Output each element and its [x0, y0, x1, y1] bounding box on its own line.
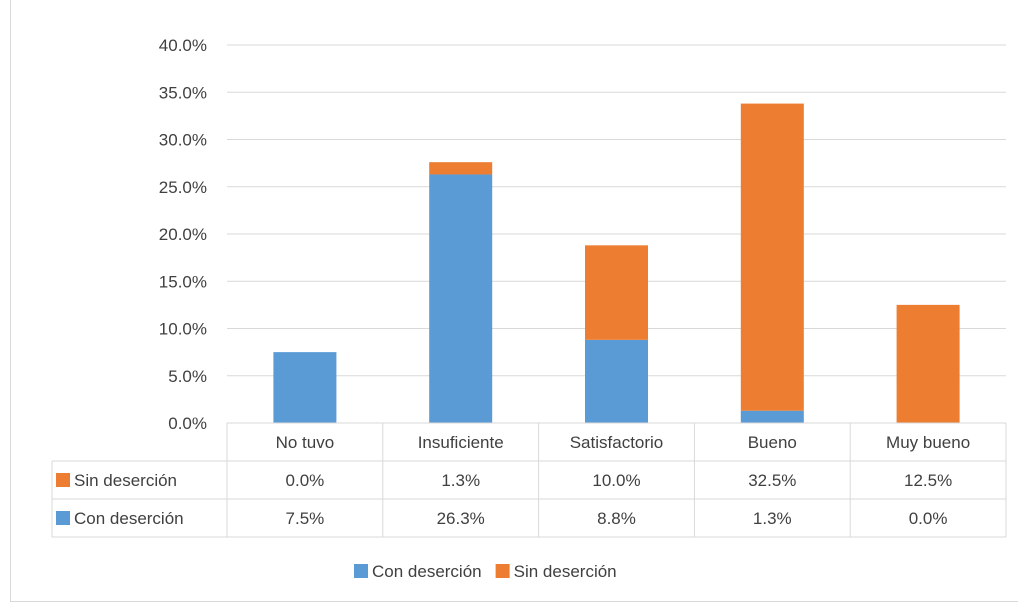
y-axis: 0.0% 5.0% 10.0% 15.0% 20.0% 25.0% 30.0% 35.0% 40…	[159, 36, 207, 433]
table-value: 26.3%	[437, 509, 485, 528]
table-series-label: Sin deserción	[74, 471, 177, 490]
bar-sin-desercion	[585, 245, 648, 340]
category-label: Insuficiente	[418, 433, 504, 452]
bar-sin-desercion	[429, 162, 493, 175]
table-value: 7.5%	[286, 509, 325, 528]
bar-con-desercion	[585, 339, 648, 423]
category-label: No tuvo	[276, 433, 335, 452]
table-value: 32.5%	[748, 471, 796, 490]
table-value: 0.0%	[909, 509, 948, 528]
y-tick-label: 30.0%	[159, 131, 207, 150]
legend-label: Con deserción	[372, 562, 482, 581]
table-legend-key	[56, 511, 70, 525]
table-legend-key	[56, 473, 70, 487]
legend-key	[495, 564, 510, 578]
table-value: 1.3%	[753, 509, 792, 528]
y-tick-label: 0.0%	[168, 414, 207, 433]
y-tick-label: 10.0%	[159, 320, 207, 339]
table-value: 12.5%	[904, 471, 952, 490]
data-table: No tuvo Insuficiente Satisfactorio Bueno Muy…	[51, 422, 1007, 538]
bars	[273, 103, 960, 423]
table-series-label: Con deserción	[74, 509, 184, 528]
y-tick-label: 25.0%	[159, 178, 207, 197]
table-value: 10.0%	[592, 471, 640, 490]
y-tick-label: 35.0%	[159, 83, 207, 102]
table-value: 0.0%	[286, 471, 325, 490]
legend-key	[354, 564, 368, 578]
y-tick-label: 5.0%	[168, 367, 207, 386]
bar-con-desercion	[429, 174, 493, 423]
bar-sin-desercion	[896, 304, 960, 423]
y-tick-label: 20.0%	[159, 225, 207, 244]
y-tick-label: 40.0%	[159, 36, 207, 55]
bar-con-desercion	[273, 352, 337, 423]
category-label: Muy bueno	[886, 433, 970, 452]
table-value: 1.3%	[441, 471, 480, 490]
y-tick-label: 15.0%	[159, 272, 207, 291]
category-label: Bueno	[748, 433, 797, 452]
legend-label: Sin deserción	[514, 562, 617, 581]
chart-frame	[10, 0, 1018, 602]
legend: Con deserción Sin deserción	[354, 562, 617, 581]
bar-con-desercion	[740, 410, 804, 423]
category-label: Satisfactorio	[570, 433, 664, 452]
bar-sin-desercion	[740, 103, 804, 411]
table-value: 8.8%	[597, 509, 636, 528]
